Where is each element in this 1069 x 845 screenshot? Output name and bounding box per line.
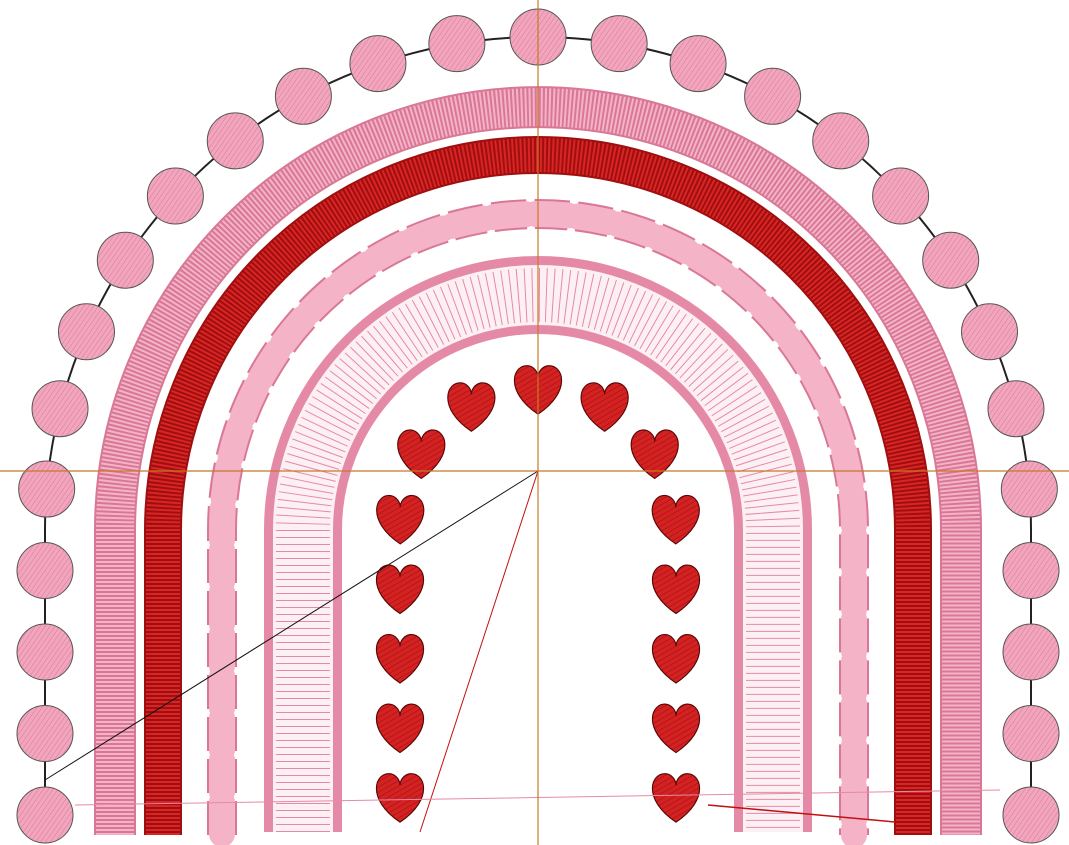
stitch-circle <box>16 704 74 762</box>
heart <box>651 773 701 823</box>
stitch-circle <box>812 112 870 170</box>
heart <box>651 703 701 754</box>
heart-shape <box>580 382 629 432</box>
heart <box>651 564 701 615</box>
heart <box>375 703 425 754</box>
heart <box>375 773 425 823</box>
heart <box>376 495 425 545</box>
heart-shape <box>651 495 700 545</box>
travel-line <box>44 470 539 781</box>
stitch-circle <box>1002 704 1060 762</box>
heart-shape <box>651 564 701 615</box>
heart-shape <box>651 773 701 823</box>
heart-shape <box>397 429 446 480</box>
stitch-circle <box>16 541 74 599</box>
heart <box>397 429 446 480</box>
heart-shape <box>447 382 496 432</box>
heart-shape <box>375 564 425 615</box>
heart <box>630 429 679 480</box>
heart <box>651 634 701 684</box>
stitch-circle <box>669 35 727 93</box>
stitch-circle <box>922 231 980 289</box>
stitch-circle <box>1000 460 1058 518</box>
heart <box>375 634 425 684</box>
heart-shape <box>651 703 701 754</box>
heart-chain <box>375 365 701 823</box>
stitch-circle <box>349 35 407 93</box>
travel-line <box>419 470 539 833</box>
stitch-circle <box>872 167 930 225</box>
heart-shape <box>375 773 425 823</box>
stitch-circle <box>274 67 332 125</box>
stitch-circle <box>1002 541 1060 599</box>
heart-shape <box>651 634 701 684</box>
heart-shape <box>375 634 425 684</box>
stitch-circle <box>428 15 486 73</box>
heart <box>375 564 425 615</box>
stitch-circle <box>1002 623 1060 681</box>
stitch-circle <box>146 167 204 225</box>
heart <box>651 495 700 545</box>
stitch-circle <box>16 623 74 681</box>
heart <box>447 382 496 432</box>
travel-line <box>707 804 896 823</box>
stitch-circle <box>590 15 648 73</box>
stitch-circle <box>987 380 1045 438</box>
stitch-circle <box>31 380 89 438</box>
stitch-circle <box>744 67 802 125</box>
circle-chain <box>16 8 1060 844</box>
heart <box>580 382 629 432</box>
stitch-circle <box>206 112 264 170</box>
heart-shape <box>375 703 425 754</box>
stitch-circle <box>57 303 115 361</box>
stitch-circle <box>18 460 76 518</box>
stitch-circle <box>16 786 74 844</box>
heart-shape <box>630 429 679 480</box>
stitch-circle <box>96 231 154 289</box>
heart-shape <box>376 495 425 545</box>
stitch-circle <box>961 303 1019 361</box>
stitch-circle <box>1002 786 1060 844</box>
